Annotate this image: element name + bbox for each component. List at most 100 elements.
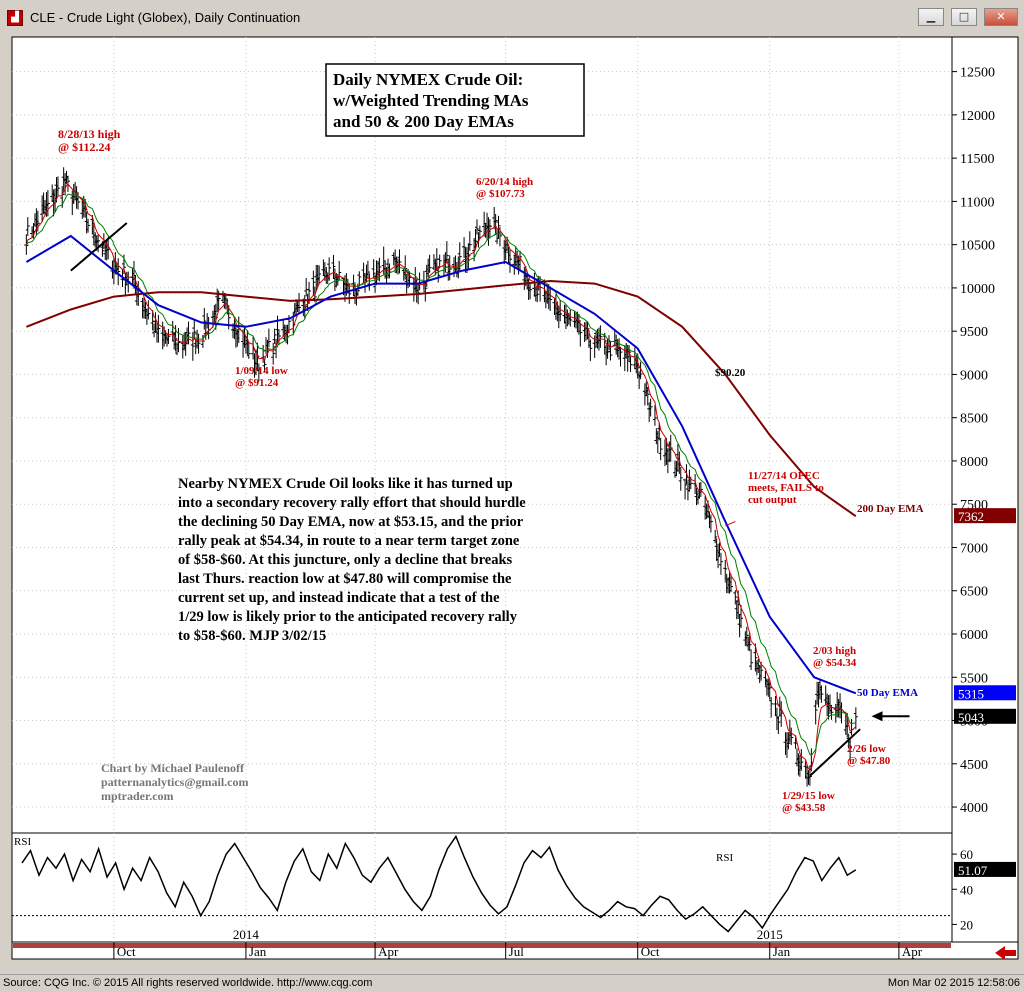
credit-line: mptrader.com [101,789,174,803]
arrow-head [871,711,883,722]
chart-title-line: w/Weighted Trending MAs [333,91,529,110]
opec-pointer-line [725,521,736,527]
rsi-value-badge-bg [954,861,1016,877]
y-tick-label: 11000 [960,195,994,210]
annotation-aug-2013-high: @ $112.24 [58,140,111,154]
chart-icon: ▟ [7,10,23,26]
y-tick-label: 8500 [960,412,988,427]
y-tick-label: 8000 [960,455,988,470]
x-tick-label: Apr [902,944,923,959]
chart-title-box: Daily NYMEX Crude Oil: w/Weighted Trendin… [325,63,585,137]
y-tick-label: 12500 [960,66,995,81]
chart-svg: 4000450050005500600065007000750080008500… [0,34,1024,974]
rsi-panel-label: RSI [14,836,31,848]
y-tick-label: 7000 [960,541,988,556]
weighted-ma-mid-line [25,193,856,757]
commentary-line: 1/29 low is likely prior to the anticipa… [178,609,518,625]
annotation-feb26-low: 2/26 low [847,743,886,755]
rsi-y-tick-label: 20 [960,917,973,932]
y-axis-panel [951,36,1019,943]
trendline-2013 [70,222,128,272]
ema-200-line [26,279,857,518]
rsi-y-tick-label: 60 [960,847,973,862]
scroll-right-icon[interactable] [995,946,1016,960]
status-timestamp: Mon Mar 02 2015 12:58:06 [887,977,1020,989]
y-tick-label: 9000 [960,368,988,383]
ema50-value-badge-bg [954,685,1016,701]
y-tick-label: 6000 [960,628,988,643]
rsi-title: RSI [716,852,733,864]
commentary-line: current set up, and instead indicate tha… [178,590,500,606]
commentary-line: to $58-$60. MJP 3/02/15 [178,628,326,644]
rsi-value-badge: 51.07 [958,863,988,878]
y-tick-label: 10000 [960,282,995,297]
timeline-strip [13,943,951,948]
status-bar: Source: CQG Inc. © 2015 All rights reser… [0,974,1024,992]
annotation-feb26-low: @ $47.80 [847,755,891,767]
price-value-badge: 5043 [958,710,984,725]
chart-title-line: and 50 & 200 Day EMAs [333,112,514,131]
x-tick-label: Jan [773,944,791,959]
y-tick-label: 5500 [960,671,988,686]
x-tick-label: Jan [249,944,267,959]
y-tick-label: 4000 [960,801,988,816]
y-tick-label: 12000 [960,109,995,124]
annotation-jun-2014-high: @ $107.73 [476,188,525,200]
commentary-line: rally peak at $54.34, in route to a near… [178,533,520,549]
maximize-icon[interactable]: □ [951,8,977,26]
scroll-arrow-shape [995,946,1016,960]
y-tick-label: 10500 [960,239,995,254]
commentary-line: of $58-$60. At this juncture, only a dec… [178,552,513,568]
x-tick-label: Apr [378,944,399,959]
annotation-jan-2015-low: 1/29/15 low [782,790,835,802]
window-title: CLE - Crude Light (Globex), Daily Contin… [30,10,301,25]
title-box-frame [325,63,585,137]
commentary-line: the declining 50 Day EMA, now at $53.15,… [178,514,524,530]
credit-line: Chart by Michael Paulenoff [101,761,245,775]
chart-area: 4000450050005500600065007000750080008500… [0,34,1024,974]
ema-50-line [25,234,857,695]
annotation-jun-2014-high: 6/20/14 high [476,176,533,188]
annotation-feb-2015-high: @ $54.34 [813,657,857,669]
year-label: 2015 [757,927,783,942]
window-titlebar: ▟ CLE - Crude Light (Globex), Daily Cont… [0,0,1024,35]
annotation-aug-2013-high: 8/28/13 high [58,127,121,141]
rsi-panel [11,832,953,943]
annotation-opec-note: meets, FAILS to [748,482,824,494]
x-tick-label: Oct [117,944,136,959]
x-tick-label: Oct [641,944,660,959]
ema50-value-badge: 5315 [958,686,984,701]
y-tick-label: 4500 [960,758,988,773]
annotation-jan-2014-low: @ $91.24 [235,377,279,389]
annotation-ema50-label: 50 Day EMA [857,687,918,699]
price-bars [24,167,858,787]
year-label: 2014 [233,927,260,942]
y-tick-label: 6500 [960,585,988,600]
annotation-ema200-label: 200 Day EMA [857,503,924,515]
y-tick-label: 9500 [960,325,988,340]
rsi-line [21,834,857,933]
annotation-opec-note: 11/27/14 OPEC [748,470,820,482]
annotation-jan-2015-low: @ $43.58 [782,802,826,814]
x-tick-label: Jul [509,944,525,959]
commentary-line: last Thurs. reaction low at $47.80 will … [178,571,512,587]
status-source: Source: CQG Inc. © 2015 All rights reser… [3,977,373,989]
chart-title-line: Daily NYMEX Crude Oil: [333,70,523,89]
annotation-jan-2014-low: 1/09/14 low [235,365,288,377]
weighted-ma-fast-line [25,183,857,772]
price-value-badge-bg [954,708,1016,724]
annotation-level-9020: $90.20 [715,367,746,379]
rsi-y-tick-label: 40 [960,882,973,897]
ema200-value-badge: 7362 [958,509,984,524]
commentary-line: into a secondary recovery rally effort t… [178,495,526,511]
ema200-value-badge-bg [954,508,1016,524]
price-panel [11,36,953,834]
credit-line: patternanalytics@gmail.com [101,775,248,789]
minimize-icon[interactable]: ▁ [918,8,944,26]
commentary-line: Nearby NYMEX Crude Oil looks like it has… [178,476,513,492]
support-trendline [809,728,861,777]
y-tick-label: 11500 [960,152,994,167]
close-icon[interactable]: ✕ [984,8,1018,26]
annotation-feb-2015-high: 2/03 high [813,645,856,657]
annotation-opec-note: cut output [748,494,797,506]
